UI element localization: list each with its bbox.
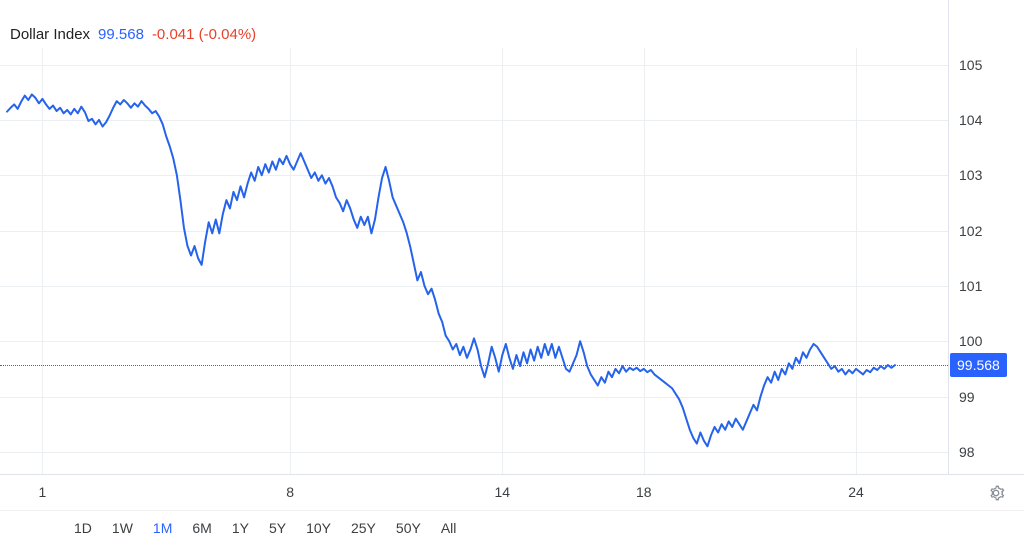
range-button-1w[interactable]: 1W	[111, 519, 133, 536]
gridline-horizontal	[0, 285, 948, 287]
gridline-vertical	[290, 48, 292, 474]
chart-header: Dollar Index 99.568 -0.041 (-0.04%)	[10, 26, 256, 43]
range-button-1d[interactable]: 1D	[74, 519, 92, 536]
series-name: Dollar Index	[10, 26, 91, 43]
range-button-10y[interactable]: 10Y	[306, 519, 331, 536]
gridline-vertical	[856, 48, 857, 474]
gridline-horizontal	[0, 175, 948, 177]
range-toolbar[interactable]: 1D 1W 1M 6M 1Y 5Y 10Y 25Y 50Y All	[0, 510, 1024, 544]
gridline-horizontal	[0, 230, 948, 232]
range-button-6m[interactable]: 6M	[192, 519, 212, 536]
gridline-horizontal	[0, 119, 948, 121]
gridline-vertical	[42, 48, 44, 474]
price-tick-label: 100	[959, 333, 983, 350]
time-axis[interactable]: 1 8 14 18 24	[0, 474, 1024, 510]
range-button-all[interactable]: All	[440, 519, 457, 536]
current-price-guideline	[0, 365, 948, 367]
price-tick-label: 105	[959, 56, 983, 73]
price-tick-label: 104	[959, 111, 983, 128]
time-tick-label: 1	[38, 484, 47, 500]
gridline-vertical	[502, 48, 504, 474]
price-tick-label: 98	[959, 443, 975, 460]
gridline-horizontal	[0, 396, 948, 398]
price-tick-label: 99	[959, 388, 975, 405]
gridline-horizontal	[0, 64, 948, 66]
price-change: -0.041 (-0.04%)	[151, 26, 257, 43]
gridline-vertical	[643, 48, 645, 474]
range-button-25y[interactable]: 25Y	[350, 519, 376, 536]
price-tick-label: 102	[959, 222, 983, 239]
price-axis[interactable]: 105 104 103 102 101 100 99 98 99.568	[948, 0, 1024, 474]
range-button-5y[interactable]: 5Y	[268, 519, 287, 536]
price-line-series	[6, 93, 896, 448]
current-price-badge: 99.568	[950, 353, 1007, 378]
range-button-50y[interactable]: 50Y	[395, 519, 421, 536]
gridline-horizontal	[0, 451, 948, 453]
price-tick-label: 103	[959, 167, 983, 184]
last-price: 99.568	[98, 26, 144, 43]
range-button-1y[interactable]: 1Y	[231, 519, 249, 536]
time-tick-label: 18	[636, 484, 652, 500]
plot-area[interactable]	[0, 48, 948, 474]
time-tick-label: 8	[286, 484, 294, 500]
price-series-svg	[6, 93, 896, 448]
range-button-1m[interactable]: 1M	[152, 519, 173, 536]
gear-icon[interactable]	[986, 483, 1006, 503]
time-tick-label: 24	[848, 484, 864, 500]
time-tick-label: 14	[494, 484, 511, 500]
price-tick-label: 101	[959, 277, 983, 294]
